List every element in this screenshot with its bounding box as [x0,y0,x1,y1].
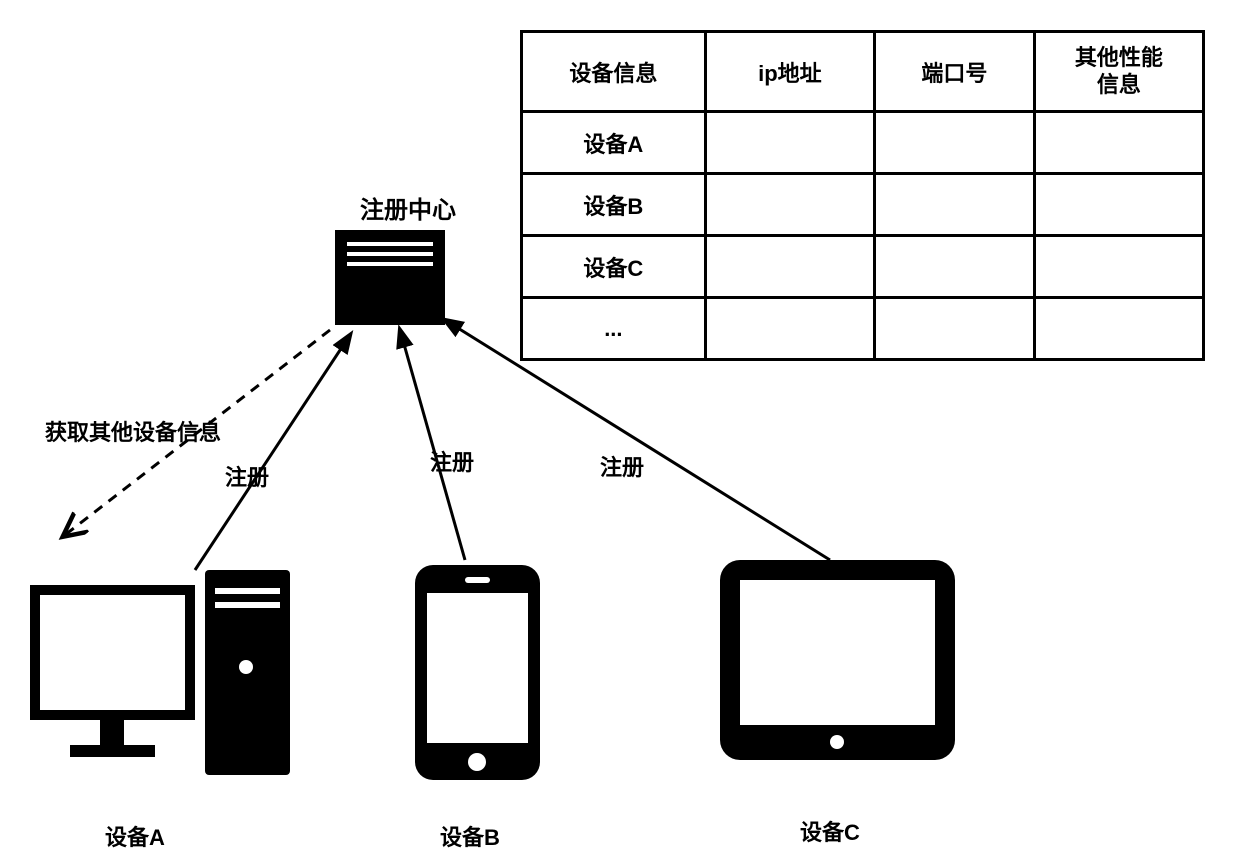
cell-device: 设备C [522,236,706,298]
table-row: ... [522,298,1204,360]
cell-ip [705,174,874,236]
tablet-icon [720,560,955,760]
cell-other [1034,236,1203,298]
col-port: 端口号 [875,32,1035,112]
cell-ip [705,298,874,360]
device-info-table: 设备信息 ip地址 端口号 其他性能信息 设备A 设备B 设备C ... [520,30,1205,361]
arrow-a-register [195,335,350,570]
label-fetch-info: 获取其他设备信息 [45,415,221,447]
monitor-icon [30,585,195,720]
table-header-row: 设备信息 ip地址 端口号 其他性能信息 [522,32,1204,112]
cell-ip [705,236,874,298]
cell-device: ... [522,298,706,360]
cell-device: 设备B [522,174,706,236]
cell-other [1034,112,1203,174]
device-a-label: 设备A [105,820,165,852]
tower-icon [205,570,290,775]
label-register-b: 注册 [430,445,474,477]
cell-device: 设备A [522,112,706,174]
label-register-a: 注册 [225,460,269,492]
server-icon [335,230,445,325]
phone-icon [415,565,540,780]
cell-port [875,112,1035,174]
cell-other [1034,298,1203,360]
monitor-base [70,745,155,757]
table-row: 设备C [522,236,1204,298]
cell-port [875,298,1035,360]
cell-port [875,174,1035,236]
cell-port [875,236,1035,298]
cell-ip [705,112,874,174]
table-row: 设备B [522,174,1204,236]
monitor-stand [100,720,124,745]
device-b-label: 设备B [440,820,500,852]
label-register-c: 注册 [600,450,644,482]
col-device-info: 设备信息 [522,32,706,112]
registry-title: 注册中心 [360,190,456,225]
col-other: 其他性能信息 [1034,32,1203,112]
cell-other [1034,174,1203,236]
device-c-label: 设备C [800,815,860,847]
diagram-canvas: 注册中心 设备信息 ip地址 端口号 其他性能信息 设备A 设备B 设备C [0,0,1240,861]
col-ip: ip地址 [705,32,874,112]
table-row: 设备A [522,112,1204,174]
